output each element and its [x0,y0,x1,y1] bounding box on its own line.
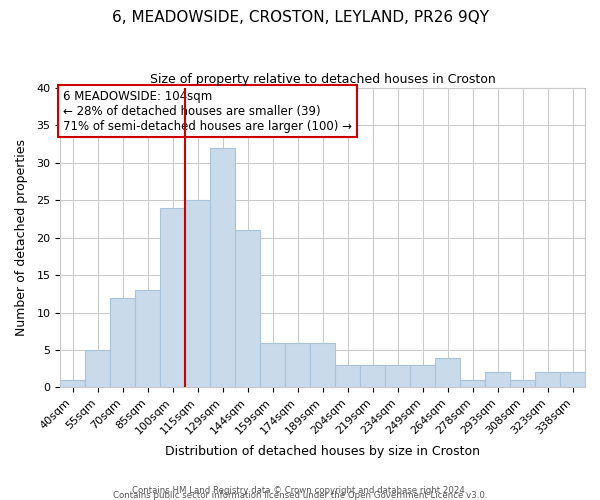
Title: Size of property relative to detached houses in Croston: Size of property relative to detached ho… [150,72,496,86]
Bar [210,148,235,388]
Bar [260,342,285,388]
Bar [360,365,385,388]
X-axis label: Distribution of detached houses by size in Croston: Distribution of detached houses by size … [165,444,480,458]
Bar [285,342,310,388]
Bar [460,380,485,388]
Bar [310,342,335,388]
Text: Contains HM Land Registry data © Crown copyright and database right 2024.: Contains HM Land Registry data © Crown c… [132,486,468,495]
Text: 6 MEADOWSIDE: 104sqm
← 28% of detached houses are smaller (39)
71% of semi-detac: 6 MEADOWSIDE: 104sqm ← 28% of detached h… [63,90,352,132]
Bar [560,372,585,388]
Bar [535,372,560,388]
Bar [335,365,360,388]
Bar [160,208,185,388]
Bar [185,200,210,388]
Bar [485,372,510,388]
Bar [85,350,110,388]
Bar [235,230,260,388]
Bar [60,380,85,388]
Y-axis label: Number of detached properties: Number of detached properties [15,140,28,336]
Bar [385,365,410,388]
Bar [410,365,435,388]
Bar [435,358,460,388]
Bar [110,298,135,388]
Bar [510,380,535,388]
Bar [135,290,160,388]
Text: 6, MEADOWSIDE, CROSTON, LEYLAND, PR26 9QY: 6, MEADOWSIDE, CROSTON, LEYLAND, PR26 9Q… [112,10,488,25]
Text: Contains public sector information licensed under the Open Government Licence v3: Contains public sector information licen… [113,491,487,500]
